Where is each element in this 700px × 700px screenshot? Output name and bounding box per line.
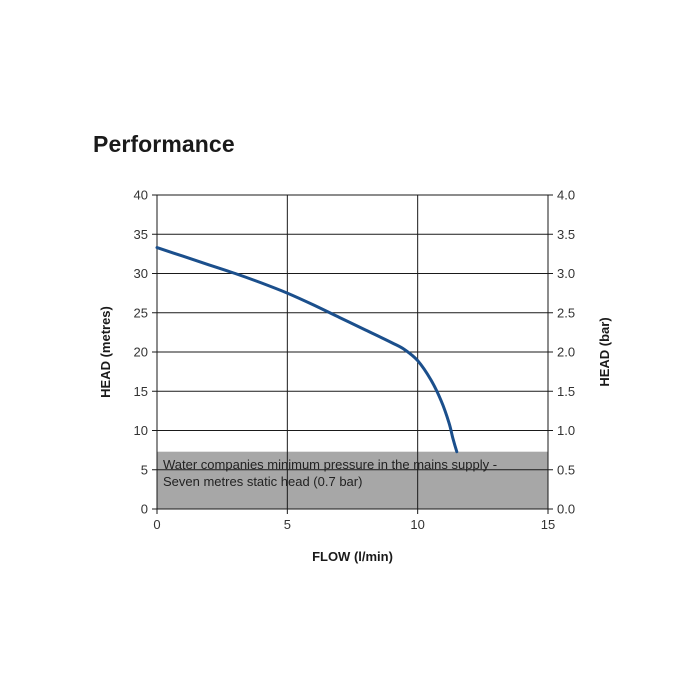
curve-layer — [155, 246, 459, 454]
y-tick-label-left: 25 — [134, 305, 148, 320]
y-tick-label-right: 4.0 — [557, 188, 575, 203]
y-tick-label-right: 0.5 — [557, 462, 575, 477]
y-axis-title-left: HEAD (metres) — [98, 306, 113, 398]
y-tick-label-left: 10 — [134, 423, 148, 438]
band-annotation-line-1: Water companies minimum pressure in the … — [163, 457, 497, 472]
y-tick-label-right: 1.5 — [557, 384, 575, 399]
y-tick-label-right: 3.0 — [557, 266, 575, 281]
x-tick-label: 15 — [541, 517, 555, 532]
y-tick-label-left: 40 — [134, 188, 148, 203]
x-axis-title: FLOW (l/min) — [312, 549, 393, 564]
section-title: Performance — [93, 131, 235, 157]
minimum-pressure-band — [157, 451, 548, 509]
performance-curve — [155, 246, 459, 454]
x-tick-label: 10 — [410, 517, 424, 532]
shaded-band-layer — [157, 451, 548, 509]
y-tick-label-right: 2.5 — [557, 305, 575, 320]
y-tick-label-left: 35 — [134, 227, 148, 242]
x-tick-label: 5 — [284, 517, 291, 532]
band-annotation-line-2: Seven metres static head (0.7 bar) — [163, 474, 362, 489]
y-tick-label-left: 5 — [141, 462, 148, 477]
y-tick-label-left: 30 — [134, 266, 148, 281]
tick-layer: 0 5 10 15 0 5 10 15 20 25 30 35 40 0.0 0.5 1.0 1.5 2.0 2.5… — [134, 188, 576, 533]
y-tick-label-left: 20 — [134, 345, 148, 360]
y-tick-label-right: 2.0 — [557, 345, 575, 360]
x-tick-label: 0 — [153, 517, 160, 532]
grid-layer — [152, 194, 553, 514]
y-tick-label-left: 15 — [134, 384, 148, 399]
y-tick-label-right: 0.0 — [557, 502, 575, 517]
y-tick-label-right: 1.0 — [557, 423, 575, 438]
y-tick-label-left: 0 — [141, 502, 148, 517]
y-tick-label-right: 3.5 — [557, 227, 575, 242]
y-axis-title-right: HEAD (bar) — [597, 317, 612, 386]
